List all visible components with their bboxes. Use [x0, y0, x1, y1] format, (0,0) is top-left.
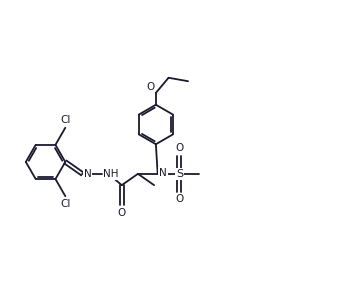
Text: N: N — [159, 168, 167, 178]
Text: Cl: Cl — [60, 115, 71, 125]
Text: O: O — [118, 208, 126, 218]
Text: N: N — [84, 169, 91, 179]
Text: Cl: Cl — [60, 199, 71, 209]
Text: S: S — [176, 169, 183, 179]
Text: NH: NH — [103, 169, 119, 179]
Text: O: O — [146, 82, 154, 92]
Text: O: O — [175, 194, 183, 204]
Text: O: O — [175, 143, 183, 153]
